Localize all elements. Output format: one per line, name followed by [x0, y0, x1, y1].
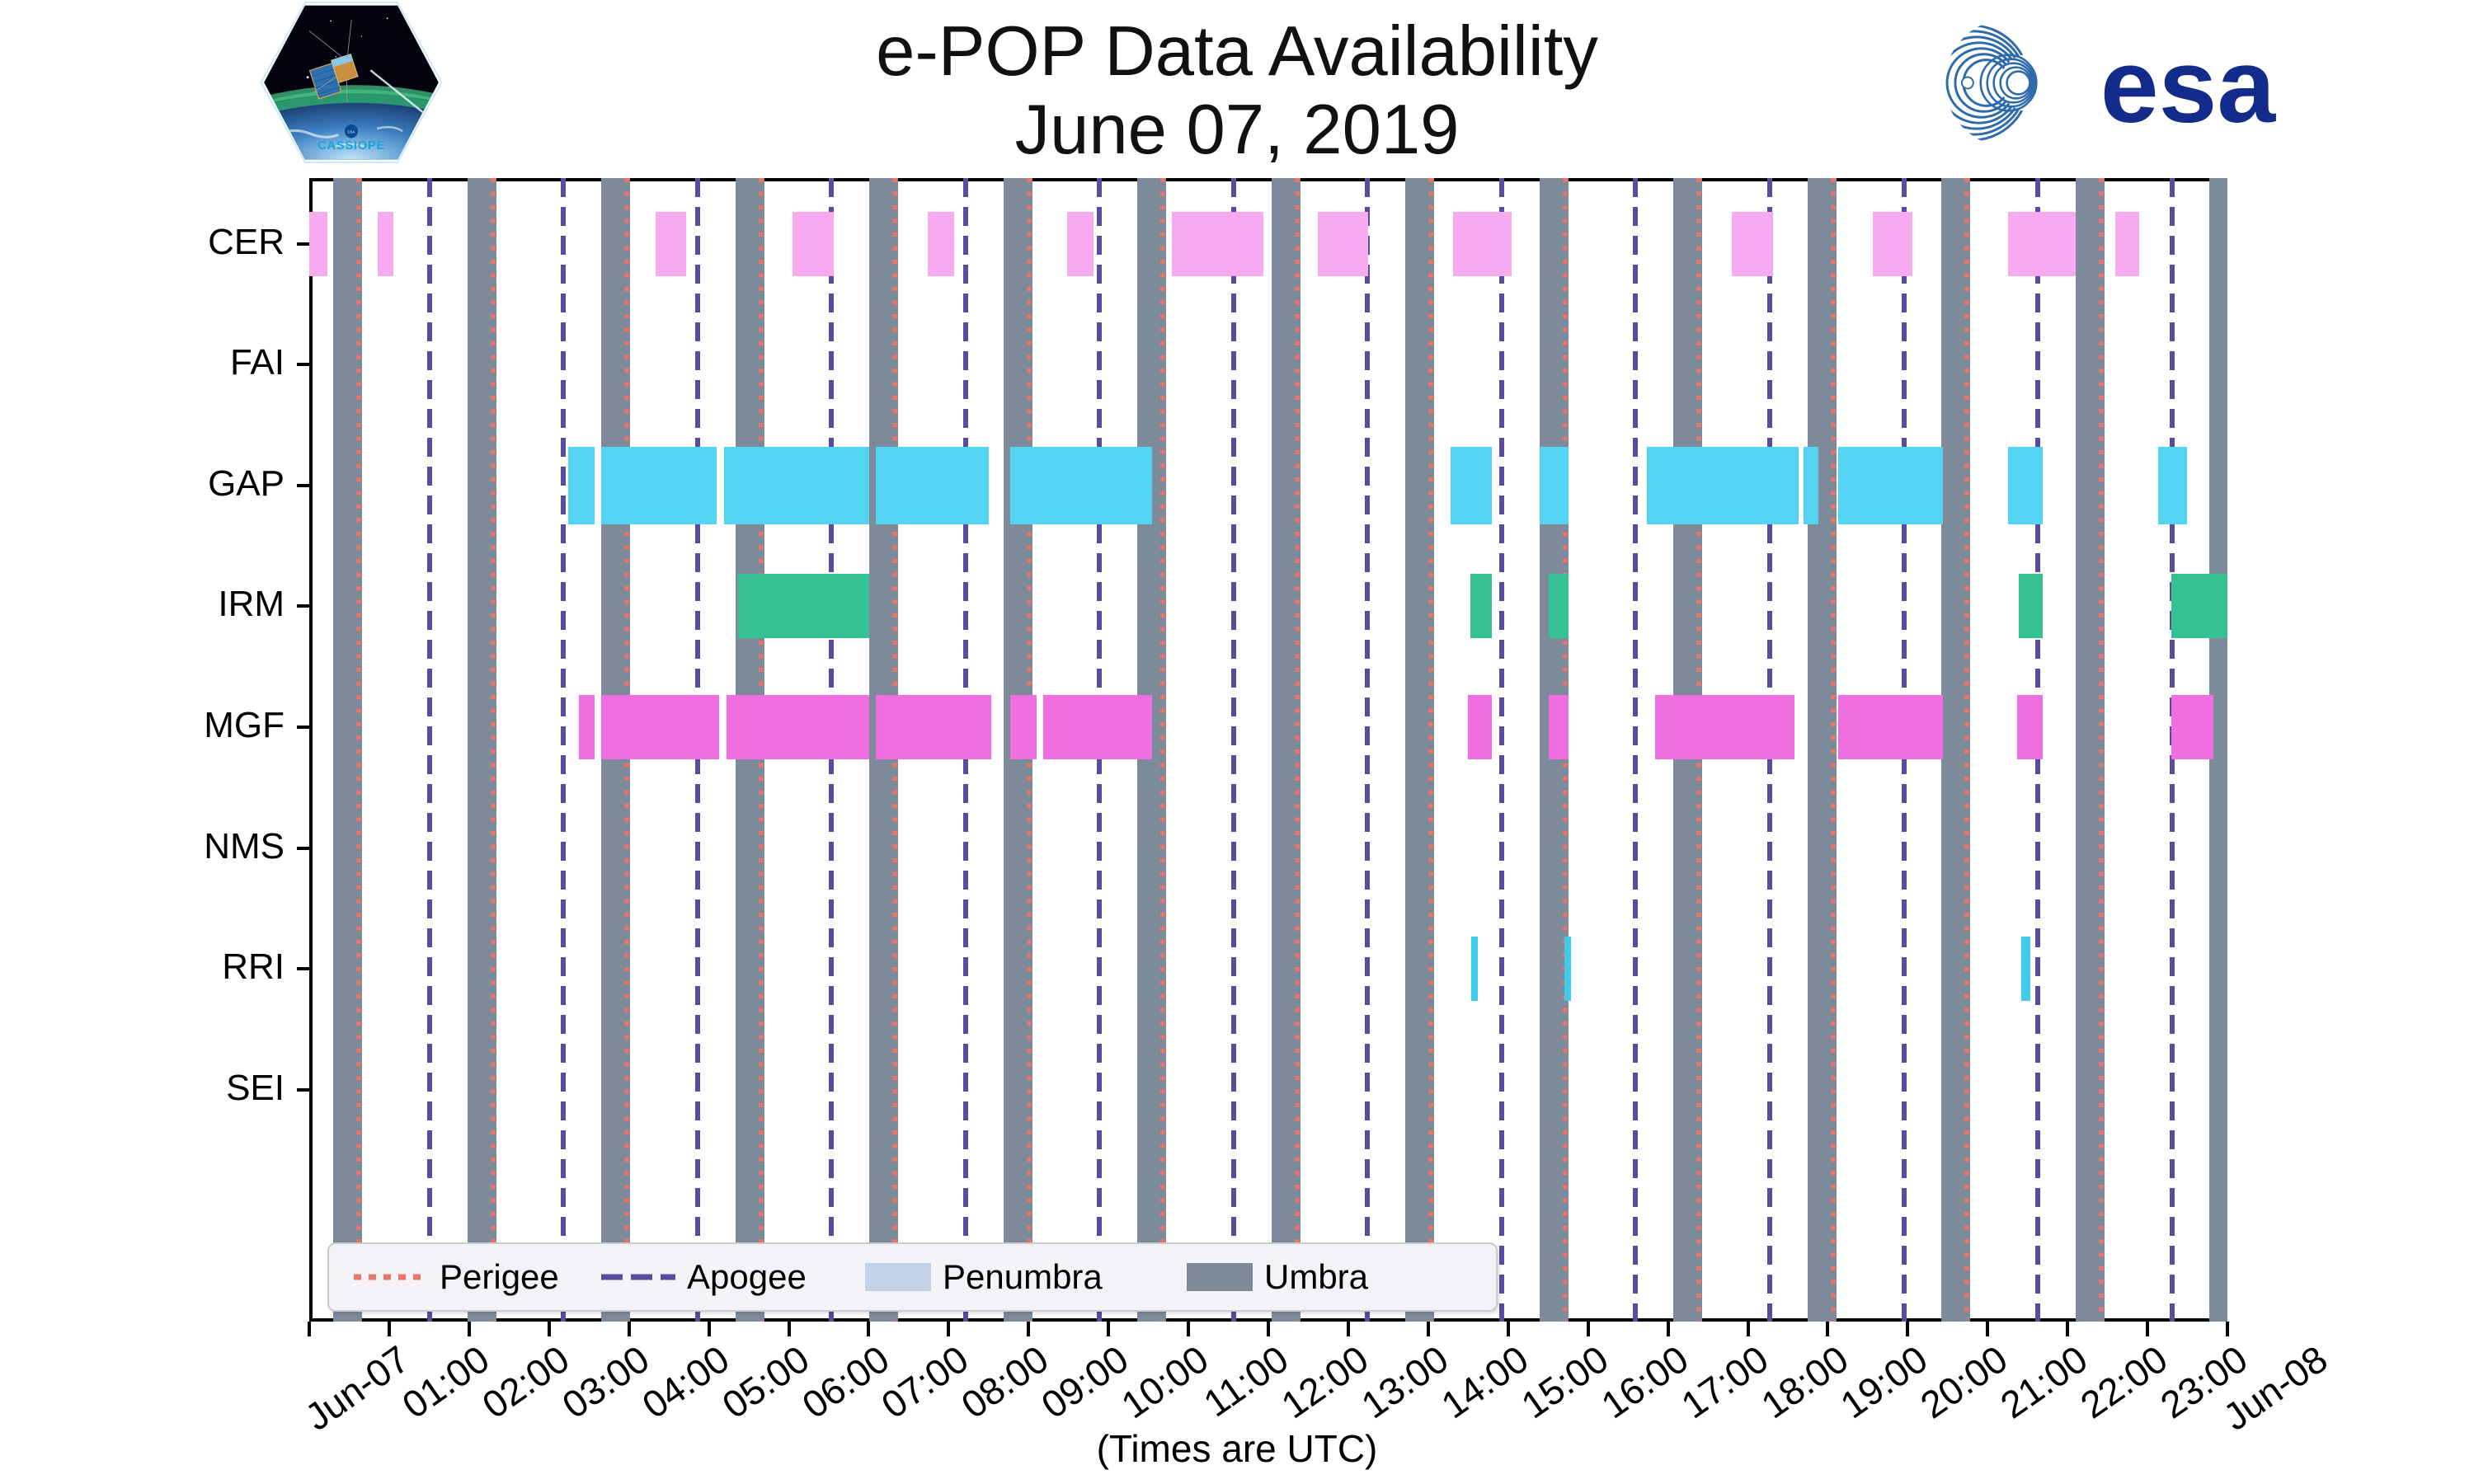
svg-text:CSA: CSA — [348, 130, 355, 134]
svg-text:CASSIOPE: CASSIOPE — [317, 139, 385, 153]
svg-text:esa: esa — [2100, 27, 2276, 144]
